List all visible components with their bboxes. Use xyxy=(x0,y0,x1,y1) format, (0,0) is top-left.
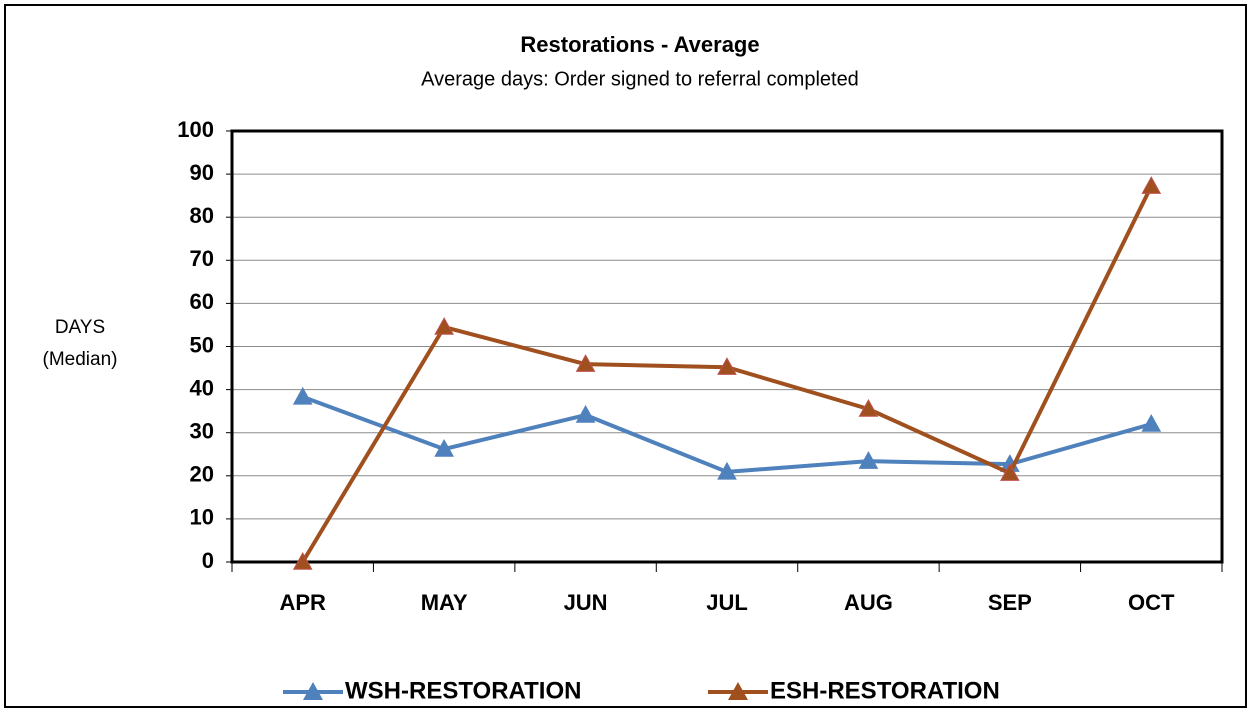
legend-marker xyxy=(303,682,323,700)
x-tick-label: AUG xyxy=(844,590,893,615)
y-tick-label: 80 xyxy=(190,203,214,228)
point-marker xyxy=(717,357,737,375)
plot-frame xyxy=(230,129,1224,564)
point-marker xyxy=(858,451,879,469)
y-axis-label: DAYS xyxy=(55,317,105,338)
x-tick-label: OCT xyxy=(1128,590,1175,615)
y-tick-label: 10 xyxy=(190,505,214,530)
x-tick-label: APR xyxy=(279,590,326,615)
x-tick-label: MAY xyxy=(421,590,468,615)
chart-title: Restorations - Average xyxy=(520,32,759,57)
point-marker xyxy=(434,317,454,335)
y-axis-label: (Median) xyxy=(43,349,118,370)
point-marker xyxy=(1141,176,1162,194)
point-marker xyxy=(1000,463,1020,481)
y-tick-label: 20 xyxy=(190,462,214,487)
y-tick-label: 100 xyxy=(177,117,214,142)
y-tick-label: 60 xyxy=(190,289,214,314)
y-tick-label: 30 xyxy=(190,419,214,444)
point-marker xyxy=(717,461,737,480)
x-tick-label: JUL xyxy=(706,590,748,615)
chart-frame xyxy=(4,4,1247,708)
y-tick-label: 70 xyxy=(190,246,214,271)
point-marker xyxy=(292,386,313,405)
chart-subtitle: Average days: Order signed to referral c… xyxy=(421,68,859,90)
point-marker xyxy=(575,354,596,372)
y-tick-label: 90 xyxy=(190,160,214,185)
y-tick-label: 50 xyxy=(190,332,214,357)
x-tick-label: SEP xyxy=(988,590,1032,615)
point-marker xyxy=(1141,414,1162,432)
x-tick-label: JUN xyxy=(564,590,608,615)
legend-label: ESH-RESTORATION xyxy=(770,677,1000,704)
point-marker xyxy=(858,398,879,417)
legend-label: WSH-RESTORATION xyxy=(345,677,581,704)
y-tick-label: 40 xyxy=(190,375,214,400)
point-marker xyxy=(292,551,313,570)
point-marker xyxy=(434,439,454,457)
legend-marker xyxy=(728,682,748,700)
y-tick-label: 0 xyxy=(202,548,214,573)
point-marker xyxy=(575,404,596,423)
